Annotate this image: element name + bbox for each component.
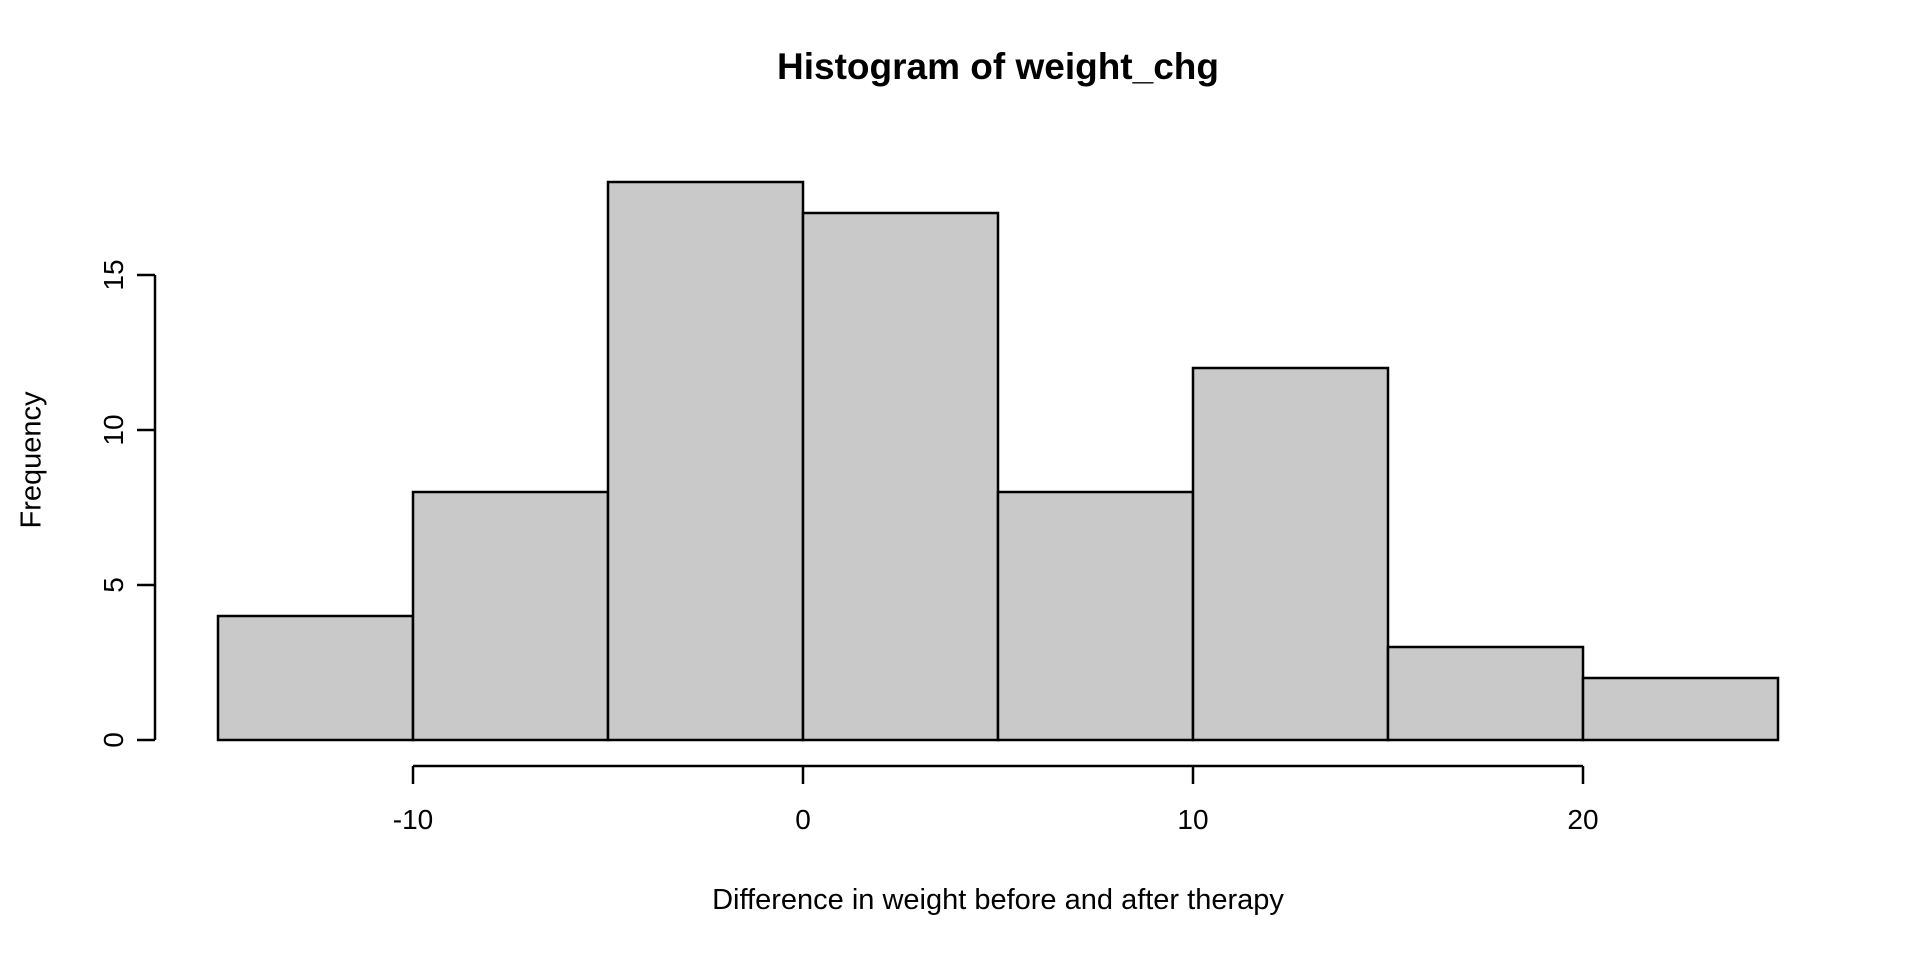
histogram-bar	[801, 211, 1000, 742]
histogram-bar	[1581, 676, 1780, 742]
x-tick-label: 0	[795, 804, 811, 835]
histogram-bar	[1386, 645, 1585, 742]
y-tick-label: 10	[98, 414, 129, 446]
histogram-bar	[411, 490, 610, 742]
y-tick-label: 15	[98, 259, 129, 291]
x-tick-label: 10	[1177, 804, 1209, 835]
y-axis-label: Frequency	[15, 391, 48, 529]
x-axis-label: Difference in weight before and after th…	[712, 884, 1284, 916]
y-tick-label: 0	[98, 732, 129, 748]
histogram-bar	[606, 180, 805, 742]
y-tick-label: 5	[98, 577, 129, 593]
x-tick-label: 20	[1567, 804, 1599, 835]
histogram-bar	[216, 614, 415, 742]
x-tick-label: -10	[392, 804, 434, 835]
histogram-bar	[1191, 366, 1390, 742]
chart-title: Histogram of weight_chg	[777, 46, 1219, 87]
histogram-bar	[996, 490, 1195, 742]
